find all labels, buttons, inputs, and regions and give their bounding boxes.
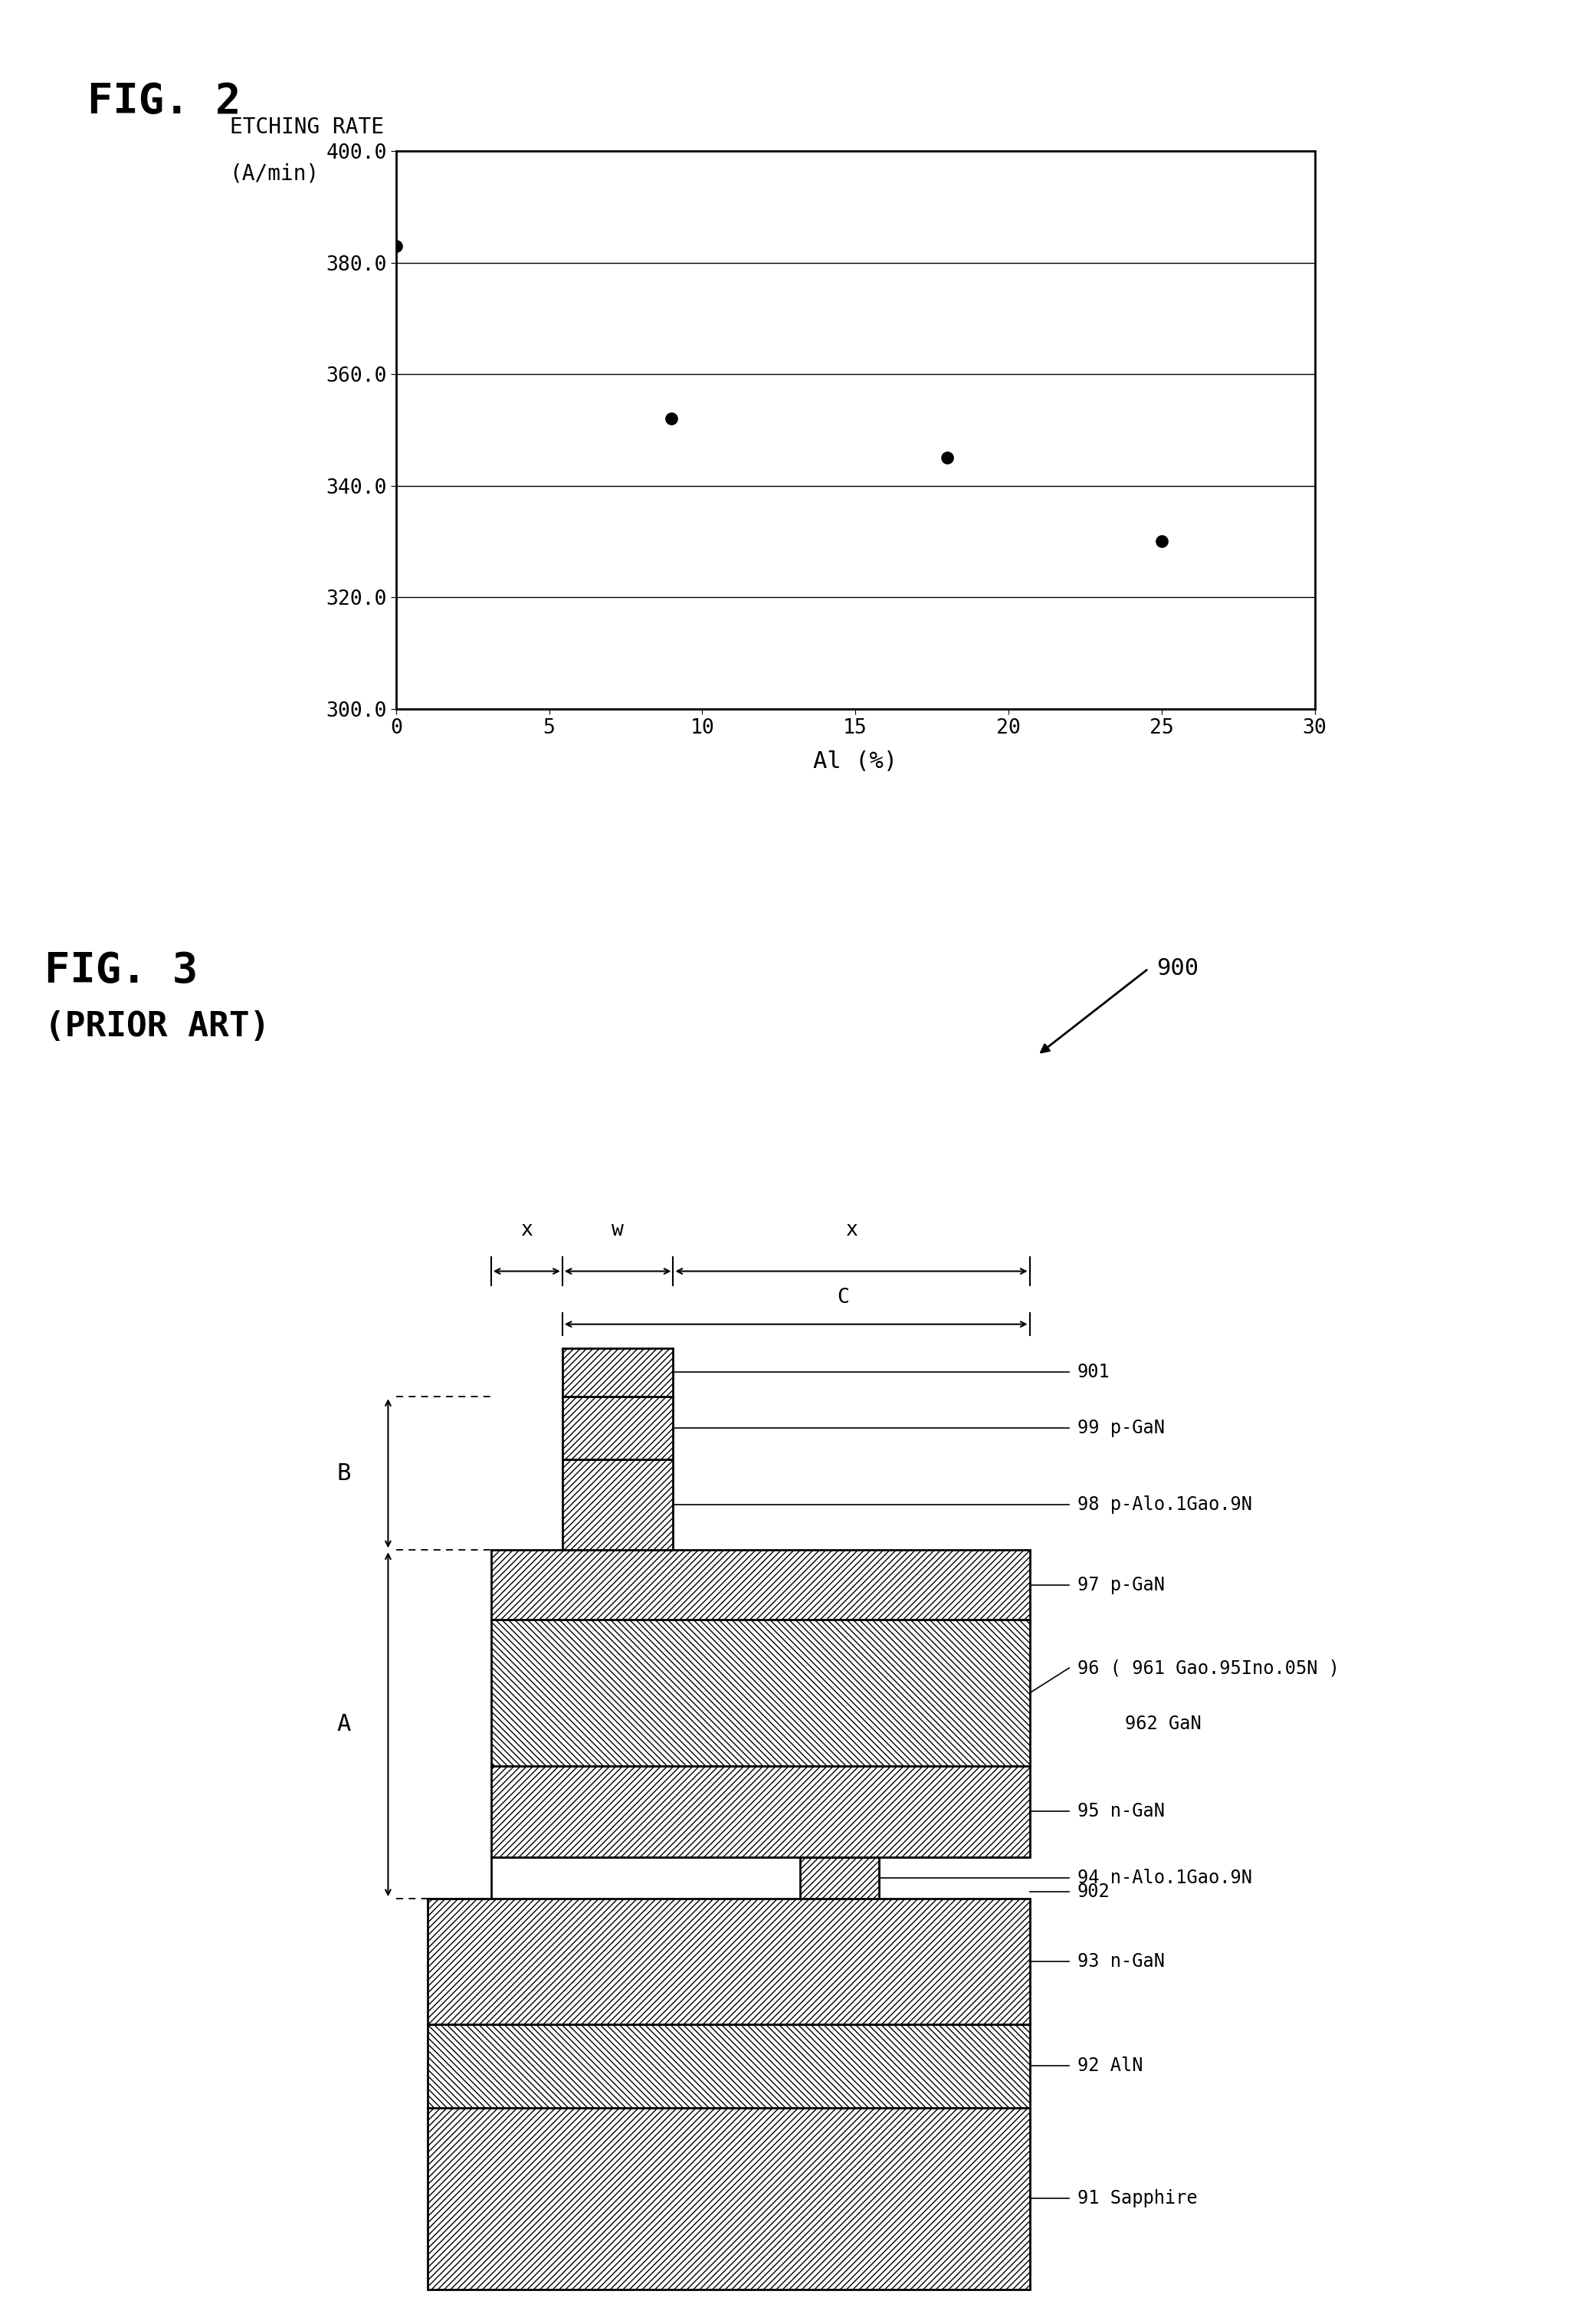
Text: (PRIOR ART): (PRIOR ART) <box>44 1011 269 1043</box>
Text: B: B <box>337 1462 350 1485</box>
Text: 962 GaN: 962 GaN <box>1125 1715 1201 1734</box>
Text: x: x <box>521 1220 532 1241</box>
Text: 92 AlN: 92 AlN <box>1077 2057 1142 2075</box>
Text: 99 p-GaN: 99 p-GaN <box>1077 1420 1164 1436</box>
Bar <box>800 1857 879 1899</box>
Text: FIG. 2: FIG. 2 <box>87 81 241 121</box>
Bar <box>428 1899 1030 2024</box>
Text: (A/min): (A/min) <box>230 163 320 184</box>
Text: 95 n-GaN: 95 n-GaN <box>1077 1803 1164 1820</box>
Text: C: C <box>838 1287 849 1308</box>
Text: 94 n-Alo.1Gao.9N: 94 n-Alo.1Gao.9N <box>1077 1868 1251 1887</box>
Text: 902: 902 <box>1077 1882 1110 1901</box>
Text: ETCHING RATE: ETCHING RATE <box>230 116 383 137</box>
Bar <box>428 2024 1030 2108</box>
Bar <box>562 1397 673 1459</box>
Text: 97 p-GaN: 97 p-GaN <box>1077 1576 1164 1594</box>
Bar <box>428 2108 1030 2289</box>
Text: 900: 900 <box>1156 957 1199 981</box>
Text: x: x <box>846 1220 857 1241</box>
Bar <box>562 1459 673 1550</box>
Bar <box>491 1620 1030 1766</box>
Bar <box>491 1550 1030 1620</box>
Text: 91 Sapphire: 91 Sapphire <box>1077 2189 1198 2208</box>
Bar <box>491 1766 1030 1857</box>
X-axis label: Al (%): Al (%) <box>813 751 898 774</box>
Text: 98 p-Alo.1Gao.9N: 98 p-Alo.1Gao.9N <box>1077 1497 1251 1513</box>
Text: w: w <box>611 1220 624 1241</box>
Text: A: A <box>337 1713 350 1736</box>
Text: 901: 901 <box>1077 1364 1110 1380</box>
Text: 93 n-GaN: 93 n-GaN <box>1077 1952 1164 1971</box>
Bar <box>562 1348 673 1397</box>
Text: 96 ( 961 Gao.95Ino.05N ): 96 ( 961 Gao.95Ino.05N ) <box>1077 1659 1338 1678</box>
Text: FIG. 3: FIG. 3 <box>44 951 198 990</box>
